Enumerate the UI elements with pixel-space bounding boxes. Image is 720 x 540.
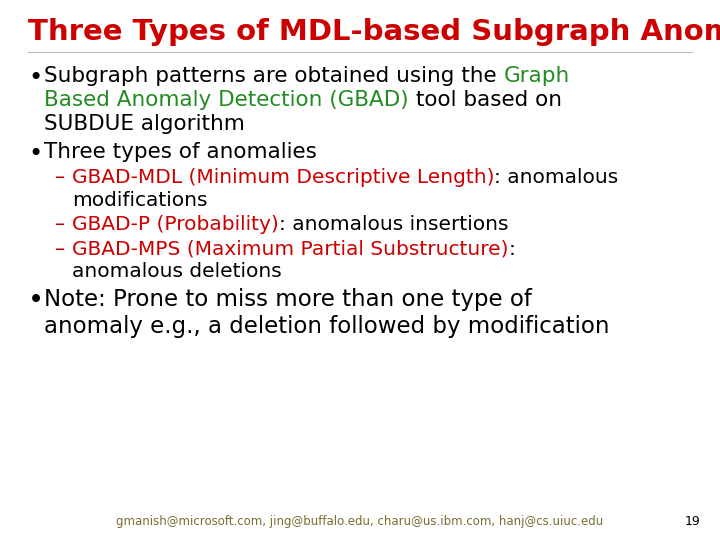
Text: : anomalous: : anomalous xyxy=(495,168,618,187)
Text: gmanish@microsoft.com, jing@buffalo.edu, charu@us.ibm.com, hanj@cs.uiuc.edu: gmanish@microsoft.com, jing@buffalo.edu,… xyxy=(117,515,603,528)
Text: Note: Prone to miss more than one type of: Note: Prone to miss more than one type o… xyxy=(44,288,532,312)
Text: Graph: Graph xyxy=(503,66,570,86)
Text: –: – xyxy=(55,215,65,234)
Text: GBAD-P (Probability): GBAD-P (Probability) xyxy=(72,215,279,234)
Text: anomalous deletions: anomalous deletions xyxy=(72,262,282,281)
Text: GBAD-MPS (Maximum Partial Substructure): GBAD-MPS (Maximum Partial Substructure) xyxy=(72,240,508,259)
Text: tool based on: tool based on xyxy=(409,90,562,110)
Text: –: – xyxy=(55,168,65,187)
Text: •: • xyxy=(28,288,44,314)
Text: –: – xyxy=(55,240,65,259)
Text: •: • xyxy=(28,66,42,90)
Text: Subgraph patterns are obtained using the: Subgraph patterns are obtained using the xyxy=(44,66,503,86)
Text: : anomalous insertions: : anomalous insertions xyxy=(279,215,508,234)
Text: 19: 19 xyxy=(684,515,700,528)
Text: :: : xyxy=(508,240,516,259)
Text: •: • xyxy=(28,142,42,166)
Text: Based Anomaly Detection (GBAD): Based Anomaly Detection (GBAD) xyxy=(44,90,409,110)
Text: GBAD-MDL (Minimum Descriptive Length): GBAD-MDL (Minimum Descriptive Length) xyxy=(72,168,495,187)
Text: Three types of anomalies: Three types of anomalies xyxy=(44,142,317,162)
Text: modifications: modifications xyxy=(72,191,207,210)
Text: anomaly e.g., a deletion followed by modification: anomaly e.g., a deletion followed by mod… xyxy=(44,314,610,338)
Text: SUBDUE algorithm: SUBDUE algorithm xyxy=(44,114,245,134)
Text: Three Types of MDL-based Subgraph Anomalies: Three Types of MDL-based Subgraph Anomal… xyxy=(28,18,720,46)
